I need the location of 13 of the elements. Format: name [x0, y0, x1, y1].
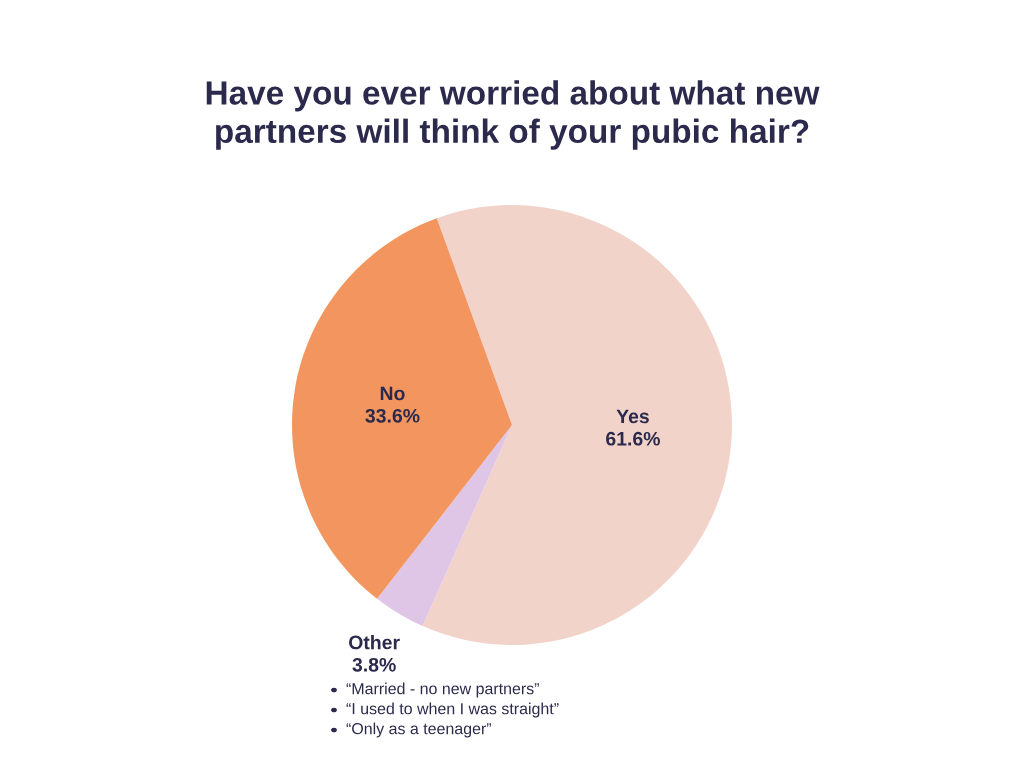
slice-label: Yes	[616, 409, 649, 424]
data-label: 61.6%	[606, 431, 660, 446]
text: “I used to when I was straight”	[346, 702, 559, 718]
chart-title: Have you ever worried about what new partners will think of your pubic hair?	[206, 80, 820, 150]
slice-label: No	[380, 386, 405, 401]
data-label: 33.6%	[365, 408, 420, 423]
data-label: 3.8%	[352, 657, 396, 672]
text: “Only as a teenager”	[346, 722, 492, 738]
pie-slice	[422, 205, 732, 645]
pie-slice	[377, 425, 512, 626]
pie-slice	[292, 218, 512, 599]
slice-label: Other	[349, 635, 400, 650]
text: “Married - no new partners”	[346, 682, 539, 698]
